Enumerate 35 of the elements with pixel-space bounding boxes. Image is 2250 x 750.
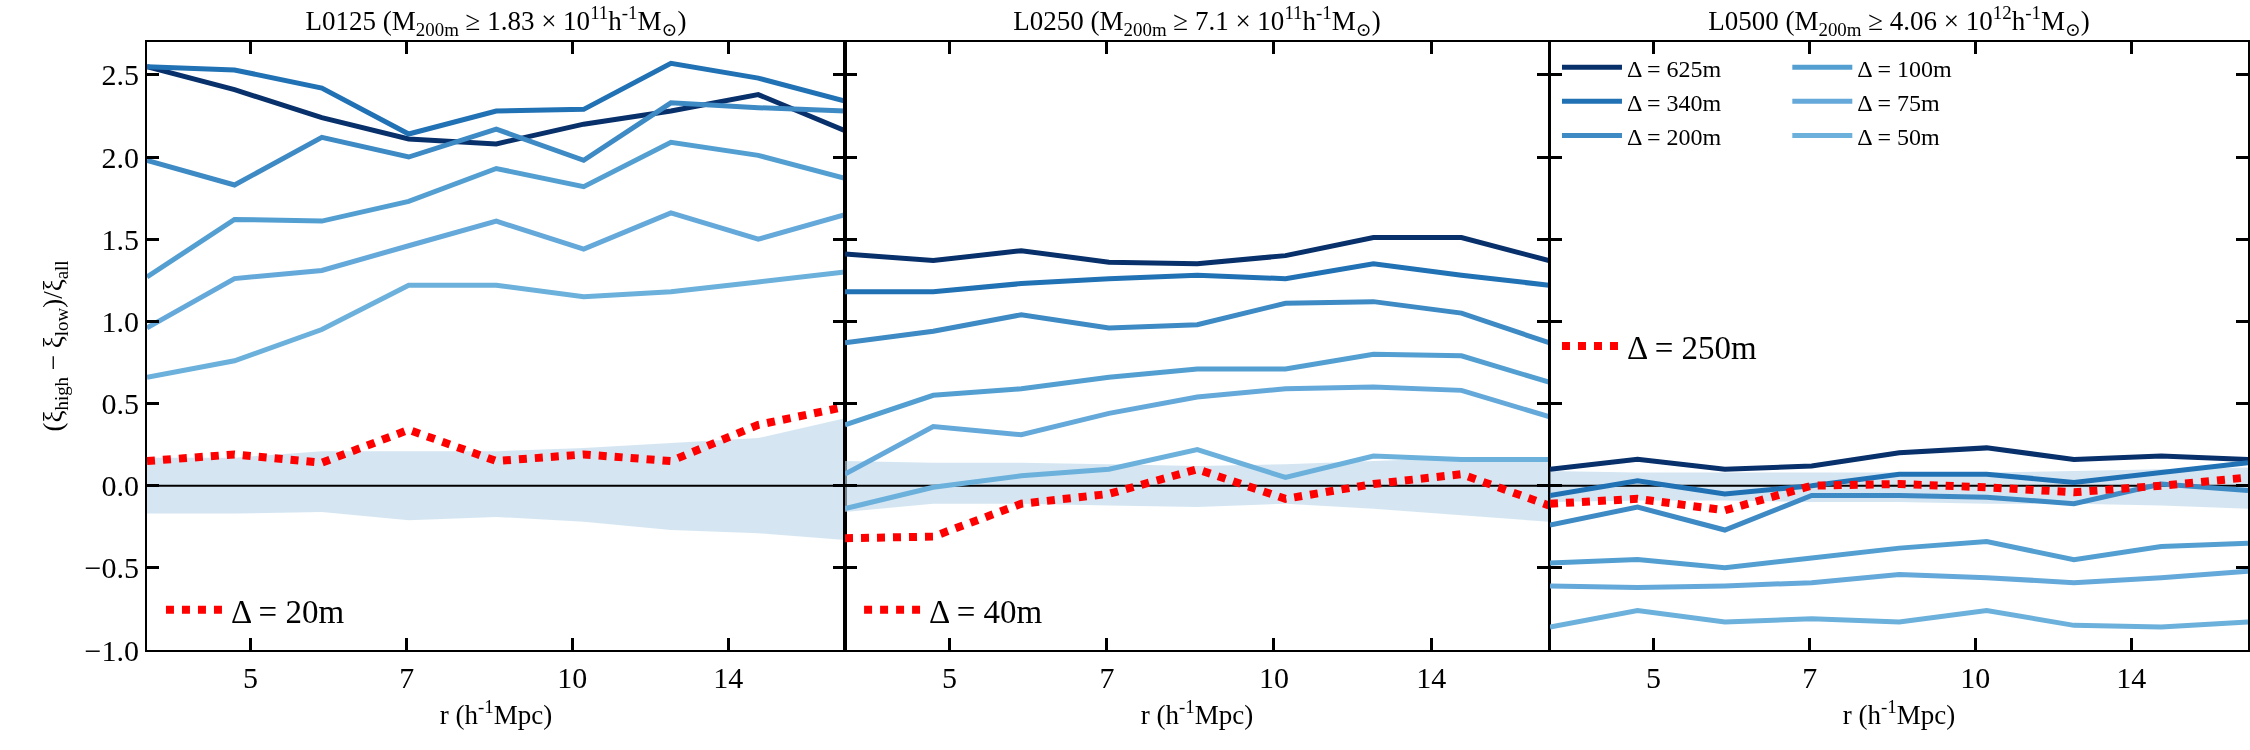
legend-label: Δ = 20m [230,593,345,630]
x-tick-label: 5 [941,661,957,694]
legend-label: Δ = 625m [1626,55,1722,82]
x-tick-label: 14 [2116,661,2147,694]
x-axis-title: r (h$^{-1}$Mpc) [1140,695,1254,730]
legend-label: Δ = 100m [1857,55,1952,82]
x-tick-label: 14 [1416,661,1447,694]
x-tick-label: 5 [243,661,259,694]
y-tick-label: 2.5 [101,58,139,92]
x-axis-title: r (h$^{-1}$Mpc) [1842,695,1956,730]
y-tick-label: −1.0 [84,633,139,667]
x-axis-title: r (h$^{-1}$Mpc) [439,695,553,730]
chart-title: L0125 (M$_{200m}$ ≥ 1.83 × 10$^{11}$h$^{-1}$M$_{⊙}$) [305,2,687,41]
x-tick-label: 10 [557,661,588,694]
x-tick-label: 7 [399,661,415,694]
y-tick-label: 1.5 [101,222,139,256]
x-tick-label: 14 [713,661,744,694]
chart-title: L0500 (M$_{200m}$ ≥ 4.06 × 10$^{12}$h$^{-1}$M$_{⊙}$) [1708,2,2090,41]
legend-label: Δ = 200m [1626,123,1722,150]
y-tick-label: 0.0 [101,469,139,503]
legend-label: Δ = 75m [1857,89,1940,116]
y-tick-label: 1.0 [101,304,139,338]
y-tick-label: 0.5 [101,387,139,421]
chart-title: L0250 (M$_{200m}$ ≥ 7.1 × 10$^{11}$h$^{-1}$M$_{⊙}$) [1013,2,1381,41]
y-tick-label: −0.5 [84,551,139,585]
legend-label: Δ = 250m [1626,329,1757,366]
x-tick-label: 7 [1099,661,1115,694]
y-tick-label: 2.0 [101,140,139,174]
legend-label: Δ = 40m [929,593,1043,630]
x-tick-label: 10 [1960,661,1991,694]
x-tick-label: 5 [1646,661,1662,694]
x-tick-label: 7 [1802,661,1818,694]
legend-label: Δ = 340m [1626,89,1722,116]
legend-label: Δ = 50m [1857,123,1940,150]
x-tick-label: 10 [1258,661,1289,694]
